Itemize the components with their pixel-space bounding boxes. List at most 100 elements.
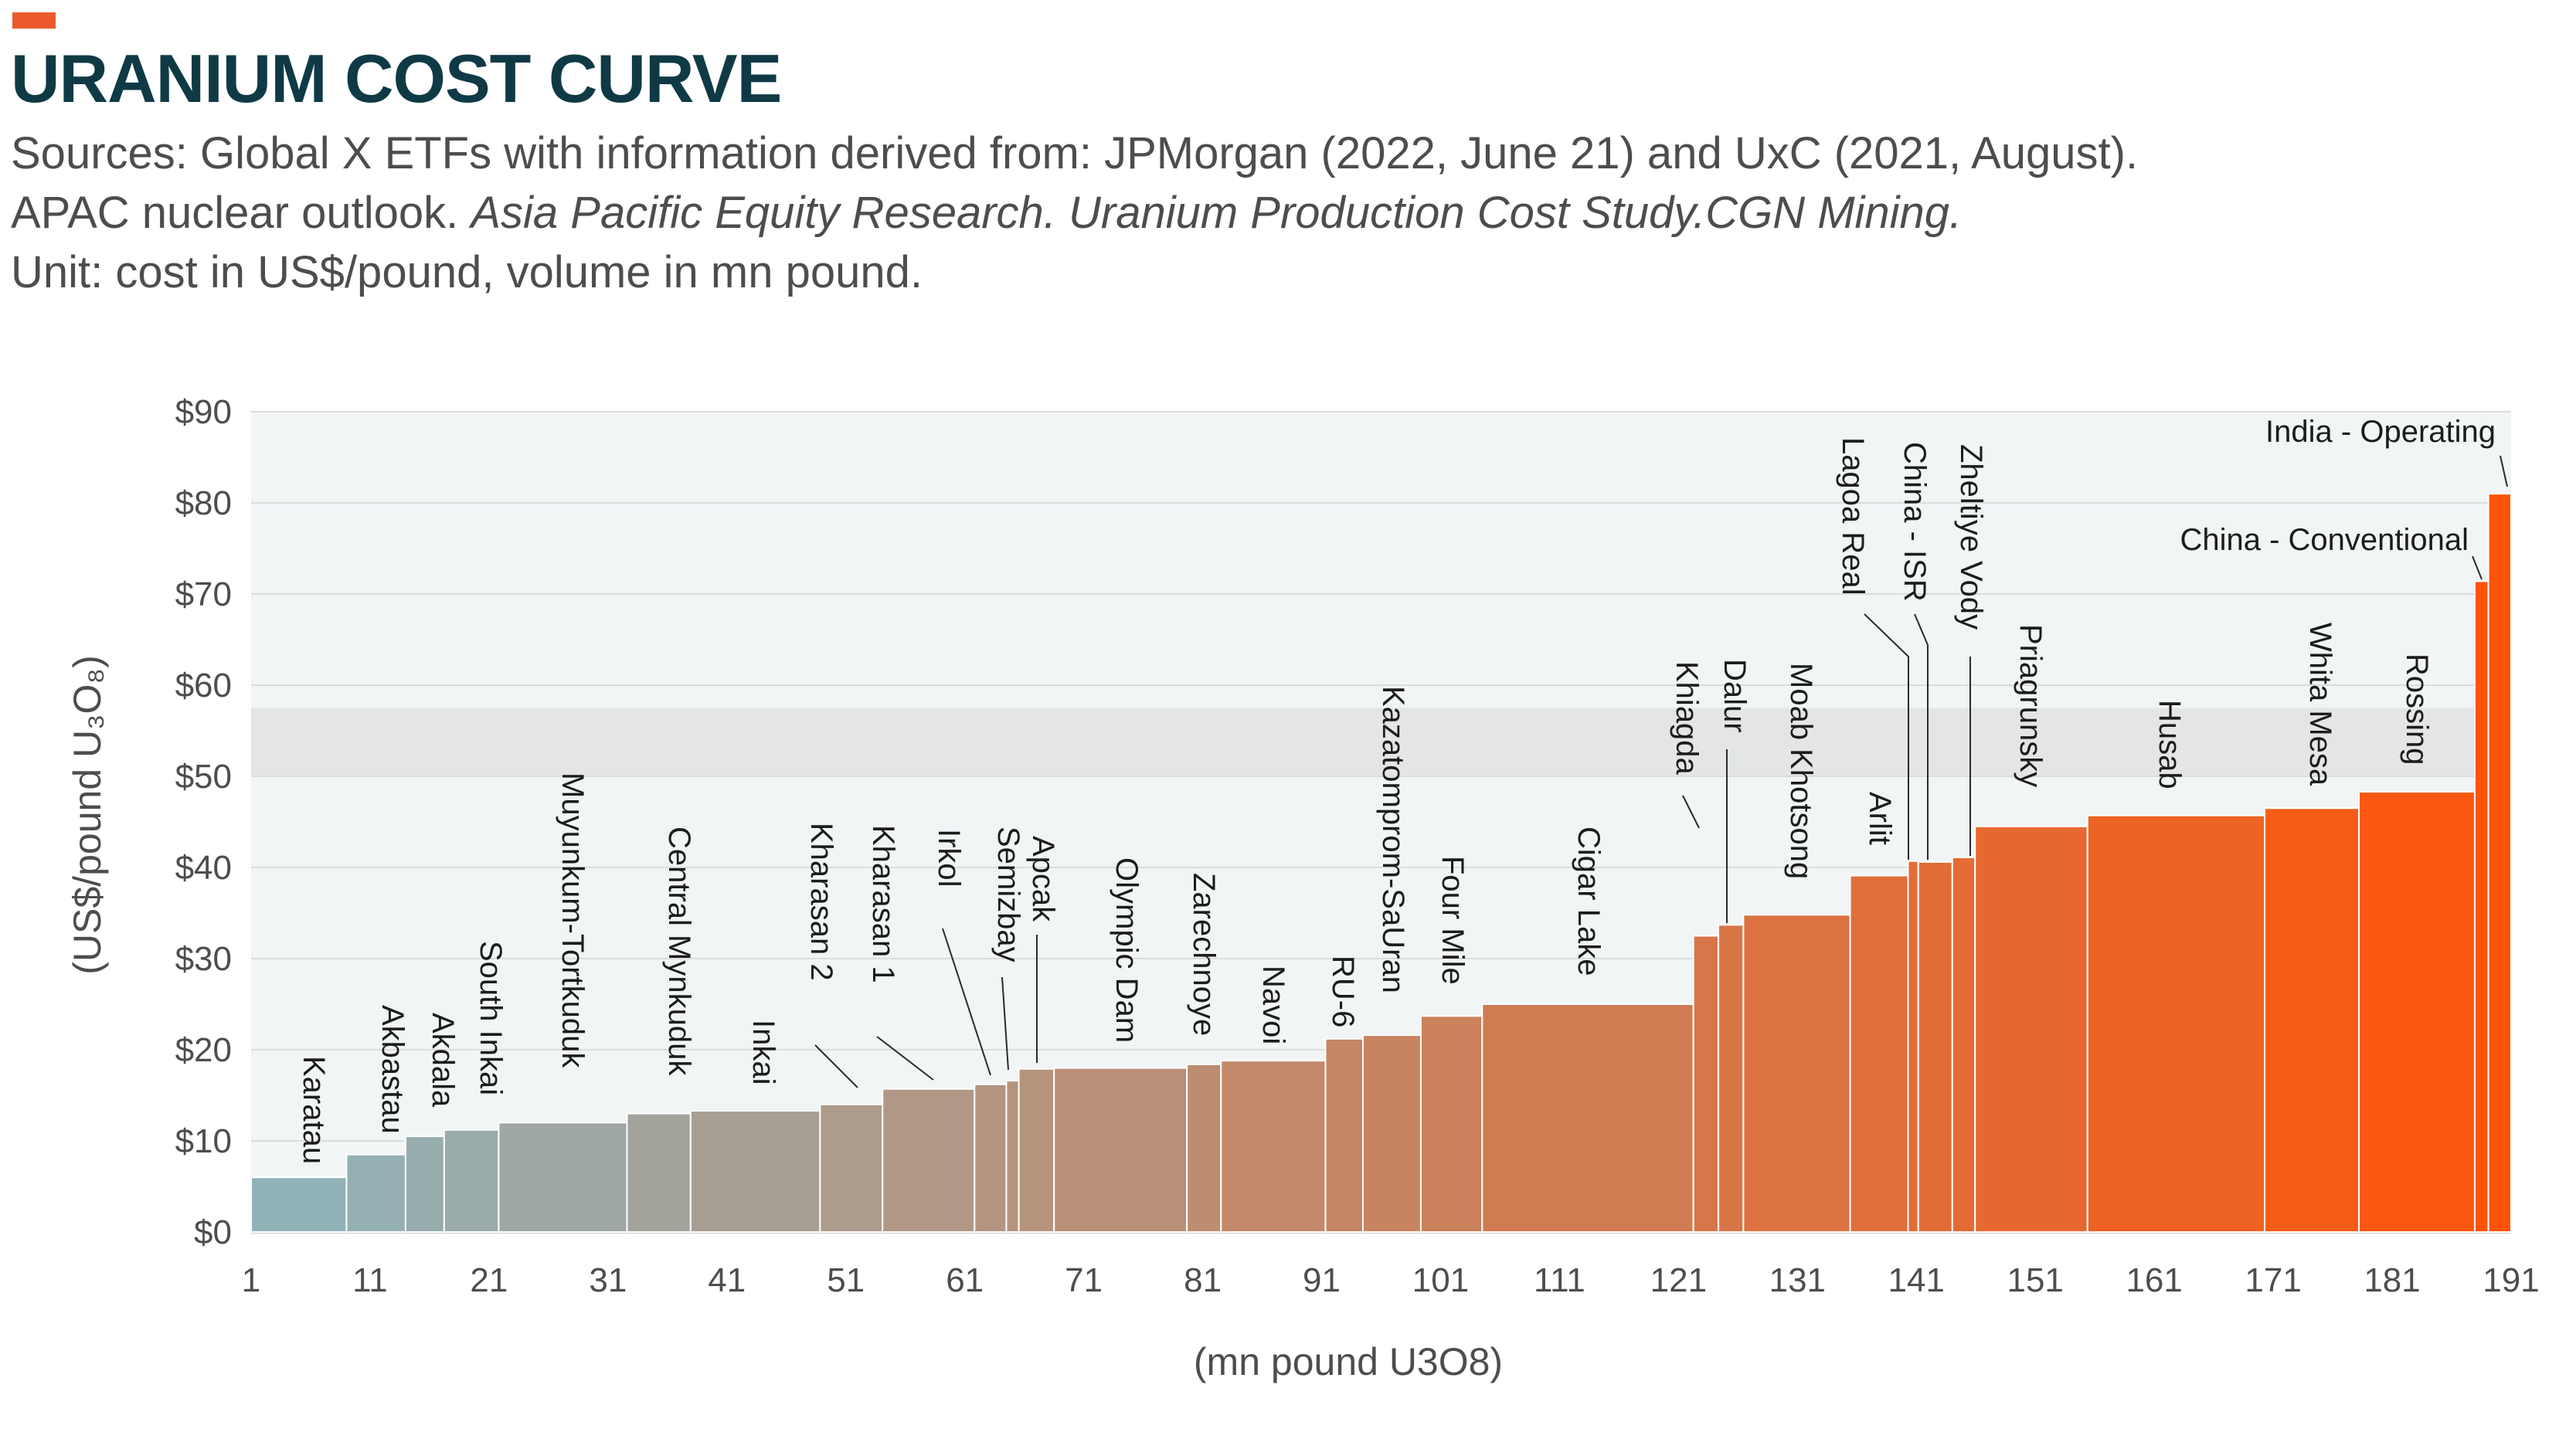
mine-labels: Karatau Akbastau Akdala South Inkai Muyunkum… bbox=[297, 415, 2496, 1164]
x-tick-label: 111 bbox=[1534, 1261, 1585, 1299]
y-tick-label: $60 bbox=[175, 667, 232, 704]
label-husab: Husab bbox=[2153, 700, 2187, 789]
bar-india-operating bbox=[2487, 493, 2513, 1233]
bar-arlit bbox=[1849, 874, 1909, 1233]
x-tick-label: 21 bbox=[470, 1261, 508, 1299]
bar-south-inkai bbox=[443, 1129, 500, 1233]
y-tick-label: $10 bbox=[175, 1122, 232, 1160]
label-lagoa-real: Lagoa Real bbox=[1836, 437, 1870, 596]
bar-rossing bbox=[2358, 791, 2476, 1234]
bar-semizbay bbox=[1005, 1080, 1020, 1233]
y-tick-label: $80 bbox=[175, 484, 232, 522]
label-rossing: Rossing bbox=[2400, 653, 2434, 765]
x-tick-label: 31 bbox=[589, 1261, 627, 1299]
sources-line-2: APAC nuclear outlook. Asia Pacific Equit… bbox=[11, 183, 2138, 243]
label-irkol: Irkol bbox=[932, 829, 966, 888]
bar-whita-mesa bbox=[2264, 807, 2360, 1234]
label-kharasan-1: Kharasan 1 bbox=[866, 825, 900, 983]
label-china-isr: China - ISR bbox=[1898, 442, 1932, 602]
leader-india-operating bbox=[2500, 455, 2508, 487]
x-tick-label: 171 bbox=[2245, 1261, 2301, 1299]
unit-line: Unit: cost in US$/pound, volume in mn po… bbox=[11, 247, 923, 297]
accent-bar bbox=[12, 12, 56, 29]
bar-karatau bbox=[250, 1176, 348, 1233]
sources-line-2-plain: APAC nuclear outlook. bbox=[11, 188, 471, 238]
page-title: URANIUM COST CURVE bbox=[11, 40, 782, 117]
bar-olympic-dam bbox=[1053, 1067, 1188, 1233]
bar-priagrunsky bbox=[1974, 825, 2088, 1233]
price-band bbox=[251, 708, 2511, 776]
label-olympic-dam: Olympic Dam bbox=[1110, 857, 1144, 1043]
label-zarechnoye: Zarechnoye bbox=[1187, 873, 1221, 1036]
bar-china-conventional bbox=[2473, 580, 2489, 1233]
y-tick-label: $50 bbox=[175, 758, 232, 796]
x-tick-label: 121 bbox=[1650, 1261, 1707, 1299]
sources-line-2-italic: Asia Pacific Equity Research. Uranium Pr… bbox=[471, 188, 1963, 238]
label-khiagda: Khiagda bbox=[1670, 661, 1704, 776]
y-tick-label: $40 bbox=[175, 849, 232, 887]
label-india-operating: India - Operating bbox=[2265, 415, 2496, 449]
x-tick-label: 1 bbox=[242, 1261, 260, 1299]
label-dalur: Dalur bbox=[1718, 659, 1752, 733]
label-akdala: Akdala bbox=[426, 1013, 460, 1108]
x-axis-tick-labels: 1 11 21 31 41 51 61 71 81 91 101 111 121 131 141 151 161… bbox=[242, 1261, 2540, 1299]
bar-irkol bbox=[974, 1083, 1008, 1233]
label-karatau: Karatau bbox=[297, 1056, 331, 1164]
label-arlit: Arlit bbox=[1863, 792, 1897, 845]
leader-irkol bbox=[942, 928, 991, 1076]
label-moab-khotsong: Moab Khotsong bbox=[1784, 663, 1818, 879]
x-tick-label: 81 bbox=[1184, 1261, 1222, 1299]
y-tick-label: $30 bbox=[175, 940, 232, 978]
x-tick-label: 191 bbox=[2483, 1261, 2539, 1299]
bar-central-mynkuduk bbox=[626, 1112, 692, 1233]
bar-zheltiye-vody bbox=[1951, 857, 1976, 1234]
x-tick-label: 71 bbox=[1065, 1261, 1103, 1299]
bar-kharasan-2 bbox=[819, 1103, 884, 1234]
x-tick-label: 161 bbox=[2126, 1261, 2182, 1299]
label-ru-6: RU-6 bbox=[1326, 955, 1360, 1027]
x-tick-label: 131 bbox=[1769, 1261, 1826, 1299]
bar-navoi bbox=[1220, 1060, 1327, 1234]
label-south-inkai: South Inkai bbox=[474, 941, 508, 1095]
sources-line-1: Sources: Global X ETFs with information … bbox=[11, 128, 2139, 178]
label-navoi: Navoi bbox=[1256, 966, 1290, 1044]
bar-zarechnoye bbox=[1186, 1063, 1222, 1233]
leader-semizbay bbox=[1001, 976, 1009, 1071]
label-four-mile: Four Mile bbox=[1436, 856, 1470, 985]
leader-kharasan-2 bbox=[814, 1044, 858, 1088]
bar-apcak bbox=[1018, 1068, 1055, 1234]
sources-text: Sources: Global X ETFs with information … bbox=[11, 124, 2138, 302]
x-tick-label: 91 bbox=[1303, 1261, 1341, 1299]
x-tick-label: 181 bbox=[2364, 1261, 2420, 1299]
label-muyunkum-tortkuduk: Muyunkum-Tortkuduk bbox=[556, 772, 590, 1068]
y-tick-label: $20 bbox=[175, 1031, 232, 1069]
label-semizbay: Semizbay bbox=[991, 827, 1025, 962]
label-apcak: Apcak bbox=[1026, 836, 1060, 922]
bar-dalur bbox=[1718, 924, 1745, 1233]
leader-khiagda bbox=[1682, 795, 1700, 829]
leader-china-isr bbox=[1914, 613, 1929, 860]
y-axis-tick-labels: $0 $10 $20 $30 $40 $50 $60 $70 $80 $90 bbox=[175, 393, 232, 1251]
leader-lines bbox=[814, 455, 2508, 1088]
leader-kharasan-1 bbox=[876, 1036, 934, 1081]
label-kharasan-2: Kharasan 2 bbox=[804, 823, 838, 981]
y-tick-label: $0 bbox=[194, 1213, 232, 1251]
bar-akbastau bbox=[345, 1153, 406, 1233]
x-axis-title: (mn pound U3O8) bbox=[1194, 1340, 1503, 1383]
x-tick-label: 101 bbox=[1412, 1261, 1469, 1299]
bar-husab bbox=[2086, 814, 2266, 1233]
bar-lagoa-real bbox=[1907, 860, 1919, 1233]
label-inkai: Inkai bbox=[746, 1020, 780, 1085]
bar-inkai bbox=[689, 1110, 821, 1234]
leader-china-conventional bbox=[2472, 555, 2483, 580]
label-china-conventional: China - Conventional bbox=[2180, 523, 2469, 557]
bar-china-isr bbox=[1917, 860, 1953, 1234]
bar-kazatomprom-sauran bbox=[1361, 1034, 1422, 1233]
label-kazatomprom-sauran: Kazatomprom-SaUran bbox=[1376, 686, 1410, 993]
y-tick-label: $70 bbox=[175, 575, 232, 613]
bar-khiagda bbox=[1692, 935, 1720, 1233]
x-tick-label: 11 bbox=[352, 1261, 388, 1299]
bar-akdala bbox=[404, 1135, 445, 1233]
y-axis-title: (US$/pound U₃O₈) bbox=[66, 655, 109, 974]
bar-moab-khotsong bbox=[1742, 914, 1851, 1233]
